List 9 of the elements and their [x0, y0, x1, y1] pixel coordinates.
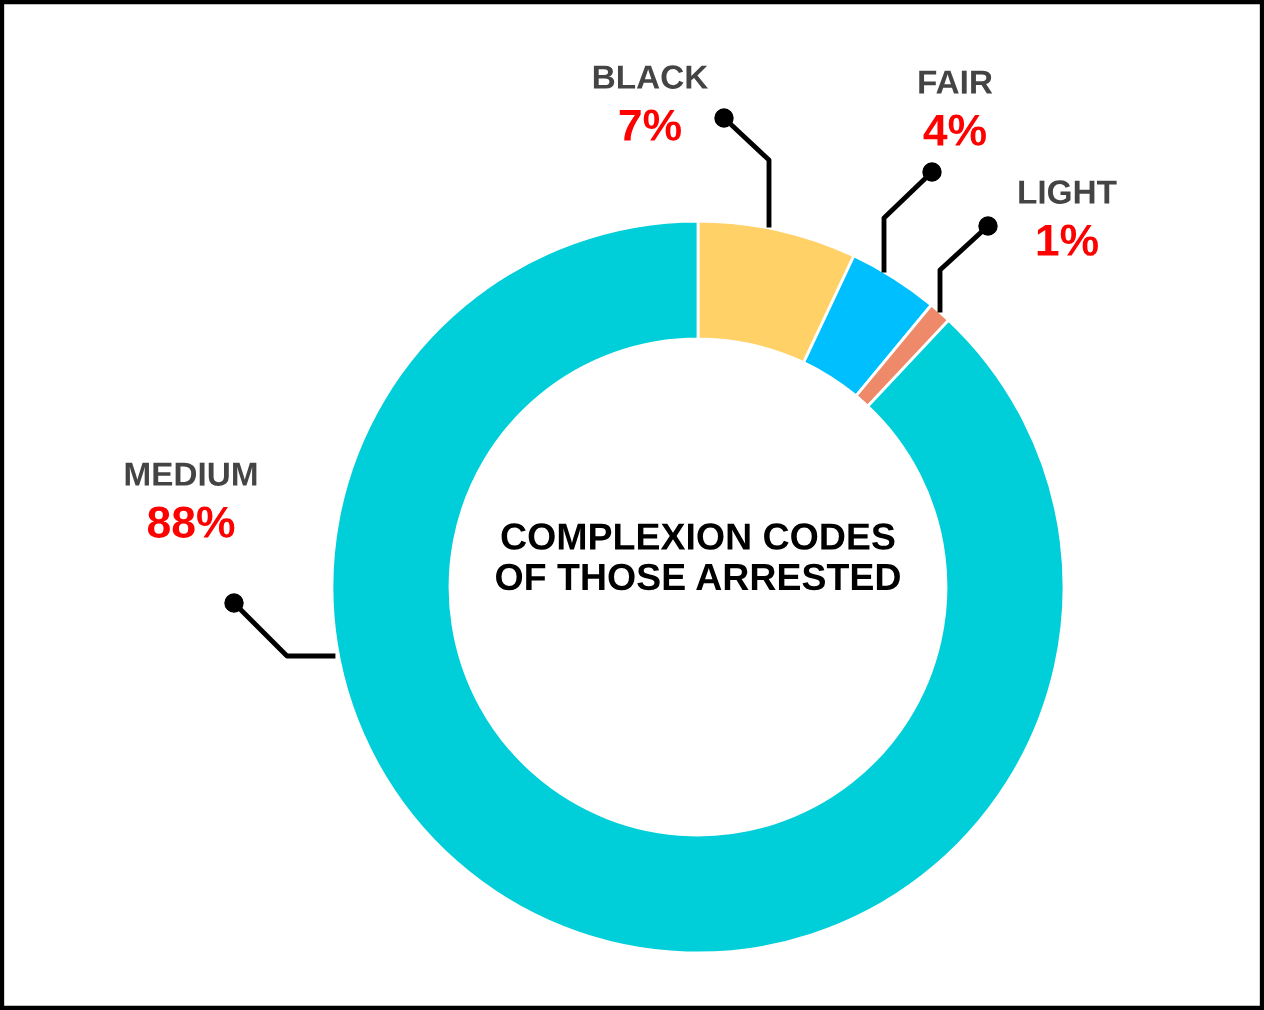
- data-label: 1%: [1037, 224, 1098, 256]
- text: COMPLEXION CODES OF THOSE ARRESTED: [496, 523, 900, 591]
- slice-label: LIGHT: [1019, 180, 1117, 204]
- data-label: 7%: [619, 109, 681, 141]
- data-label: 88%: [147, 506, 235, 538]
- data-label: 4%: [923, 114, 986, 146]
- slice-label: MEDIUM: [125, 462, 257, 486]
- slice-label: BLACK: [593, 65, 709, 89]
- slice-label: FAIR: [919, 70, 993, 94]
